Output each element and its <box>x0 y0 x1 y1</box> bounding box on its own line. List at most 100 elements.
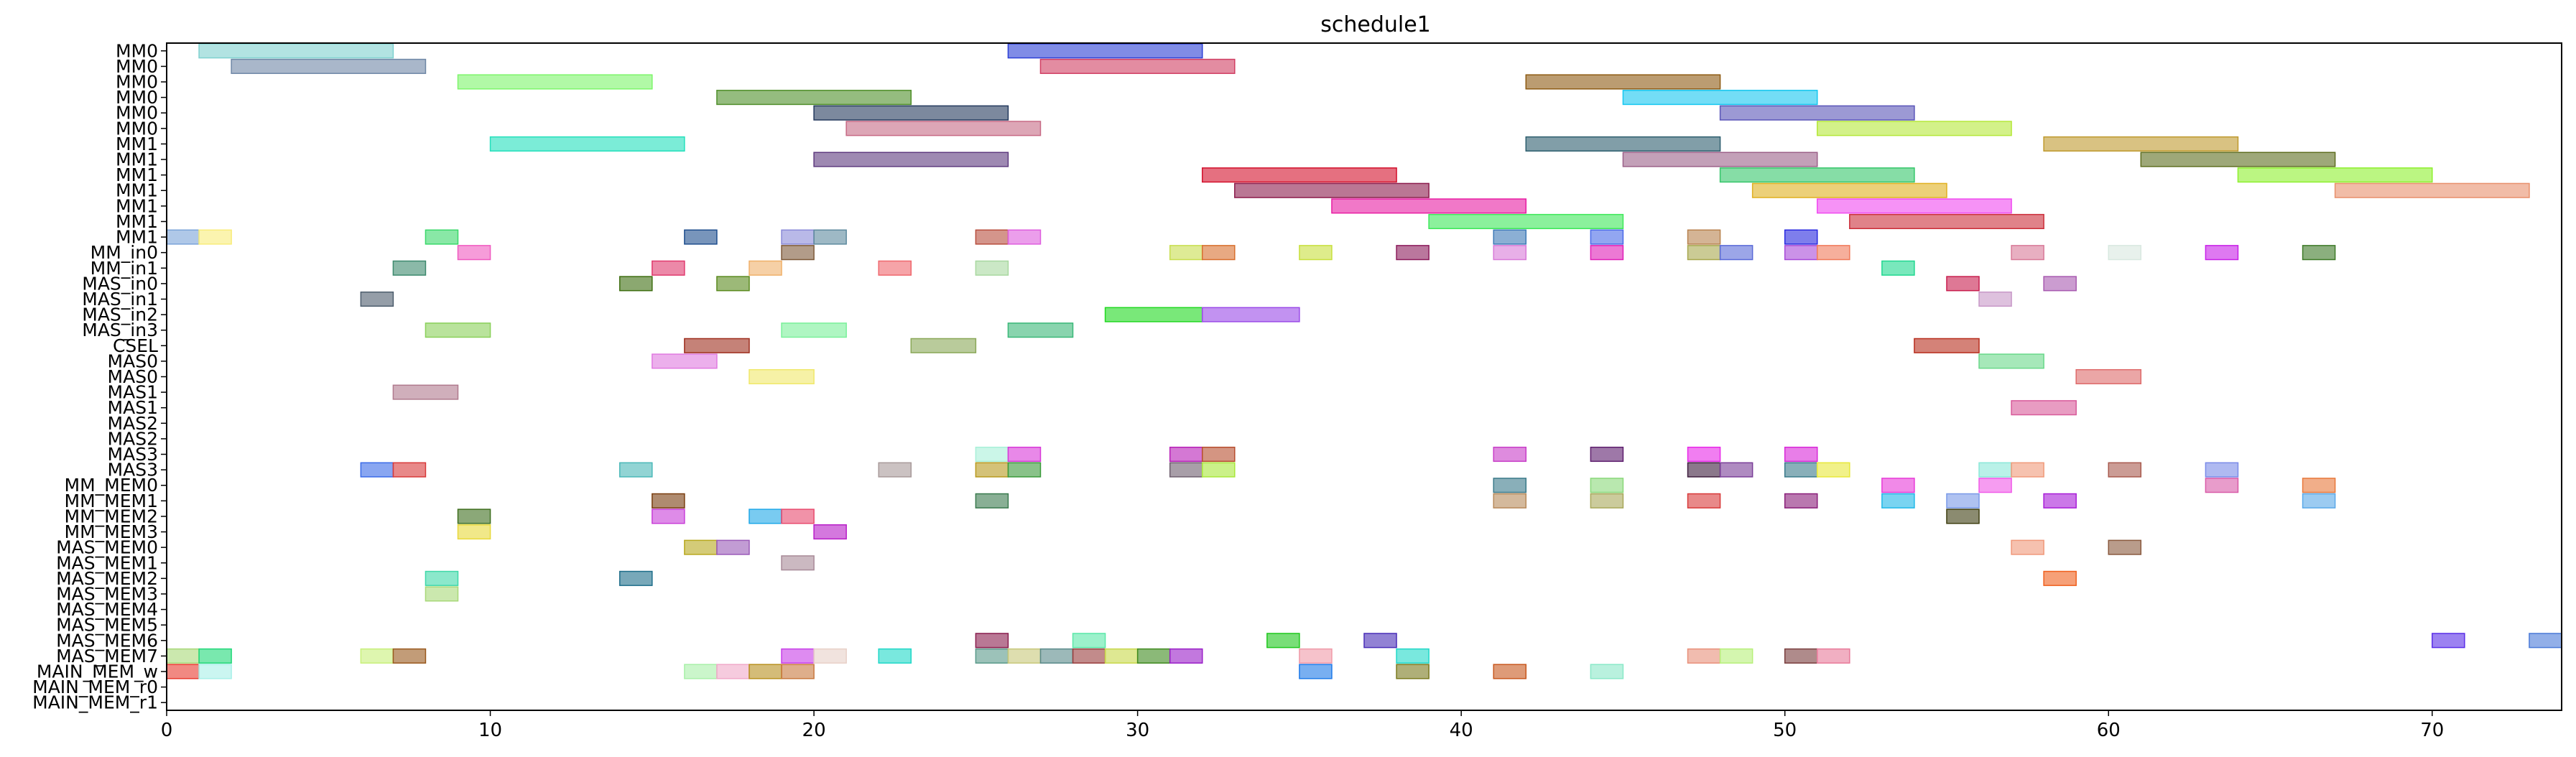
task-bar <box>652 353 718 369</box>
task-bar <box>1169 648 1203 664</box>
task-bar <box>975 648 1009 664</box>
task-bar <box>1946 508 1980 524</box>
task-bar <box>652 493 685 508</box>
task-bar <box>1007 446 1042 463</box>
task-bar <box>1428 213 1624 230</box>
task-bar <box>2529 633 2562 649</box>
task-bar <box>781 508 815 524</box>
task-bar <box>166 229 200 245</box>
y-tick-label: MM0 <box>116 87 158 108</box>
task-bar <box>166 648 200 664</box>
y-tick-label: MM1 <box>116 134 158 154</box>
task-bar <box>1493 493 1527 508</box>
y-tick-label: MM1 <box>116 211 158 232</box>
y-tick-label: MAIN_MEM_w <box>37 661 158 682</box>
y-tick-label: MAS_MEM2 <box>56 568 158 589</box>
task-bar <box>457 508 491 524</box>
task-bar <box>1007 648 1042 664</box>
task-bar <box>2043 276 2077 292</box>
task-bar <box>392 648 427 664</box>
task-bar <box>1007 322 1074 338</box>
task-bar <box>360 462 394 478</box>
task-bar <box>2011 245 2044 261</box>
task-bar <box>425 322 491 338</box>
task-bar <box>1331 198 1527 214</box>
task-bar <box>2237 167 2433 183</box>
y-tick-label: CSEL <box>113 335 158 356</box>
task-bar <box>1396 648 1430 664</box>
task-bar <box>1784 446 1818 463</box>
task-bar <box>1881 478 1915 493</box>
task-bar <box>1104 307 1203 322</box>
y-tick-label: MM_MEM3 <box>65 521 158 542</box>
task-bar <box>1687 229 1721 245</box>
y-tick-label: MM_in1 <box>91 258 158 279</box>
task-bar <box>1201 167 1397 183</box>
y-tick-label: MM1 <box>116 164 158 185</box>
task-bar <box>392 384 459 400</box>
task-bar <box>1687 493 1721 508</box>
task-bar <box>813 105 1009 121</box>
task-bar <box>1590 229 1624 245</box>
task-bar <box>1784 245 1818 261</box>
x-tick-label: 20 <box>802 720 826 741</box>
task-bar <box>457 245 491 261</box>
task-bar <box>1622 152 1818 167</box>
y-tick-label: MM_MEM2 <box>65 506 158 526</box>
task-bar <box>1719 648 1753 664</box>
task-bar <box>975 446 1009 463</box>
task-bar <box>781 322 847 338</box>
task-bar <box>2075 368 2142 385</box>
task-bar <box>813 152 1009 167</box>
task-bar <box>781 229 815 245</box>
task-bar <box>1719 245 1753 261</box>
task-bar <box>2011 400 2077 416</box>
task-bar <box>845 121 1042 136</box>
task-bar <box>2108 462 2142 478</box>
task-bar <box>360 648 394 664</box>
task-bar <box>1946 493 1980 508</box>
task-bar <box>975 493 1009 508</box>
y-tick-label: MAS1 <box>108 382 158 403</box>
task-bar <box>1784 493 1818 508</box>
task-bar <box>1622 90 1818 106</box>
task-bar <box>2432 633 2465 649</box>
y-tick-label: MAS_MEM4 <box>56 599 158 620</box>
task-bar <box>1169 245 1203 261</box>
task-bar <box>1396 664 1430 679</box>
task-bar <box>2205 478 2239 493</box>
y-tick-label: MM0 <box>116 56 158 77</box>
task-bar <box>619 276 653 292</box>
y-tick-label: MAS_MEM6 <box>56 630 158 651</box>
y-tick-label: MAS1 <box>108 397 158 418</box>
task-bar <box>716 90 912 106</box>
task-bar <box>1007 229 1042 245</box>
x-tick-label: 10 <box>478 720 502 741</box>
task-bar <box>716 276 750 292</box>
y-tick-label: MM0 <box>116 72 158 93</box>
task-bar <box>781 245 815 261</box>
task-bar <box>1687 245 1721 261</box>
task-bar <box>166 664 200 679</box>
y-tick-label: MAS0 <box>108 350 158 371</box>
task-bar <box>2205 245 2239 261</box>
task-bar <box>2043 493 2077 508</box>
task-bar <box>1072 648 1106 664</box>
task-bars <box>166 43 2562 679</box>
task-bar <box>878 260 912 276</box>
task-bar <box>975 462 1009 478</box>
task-bar <box>1817 462 1850 478</box>
task-bar <box>1493 245 1527 261</box>
task-bar <box>749 664 782 679</box>
task-bar <box>1493 664 1527 679</box>
task-bar <box>2334 182 2530 198</box>
task-bar <box>360 291 394 307</box>
task-bar <box>1687 446 1721 463</box>
task-bar <box>1978 462 2012 478</box>
task-bar <box>684 664 718 679</box>
task-bar <box>489 136 685 152</box>
task-bar <box>781 664 815 679</box>
task-bar <box>1881 260 1915 276</box>
task-bar <box>1978 291 2012 307</box>
